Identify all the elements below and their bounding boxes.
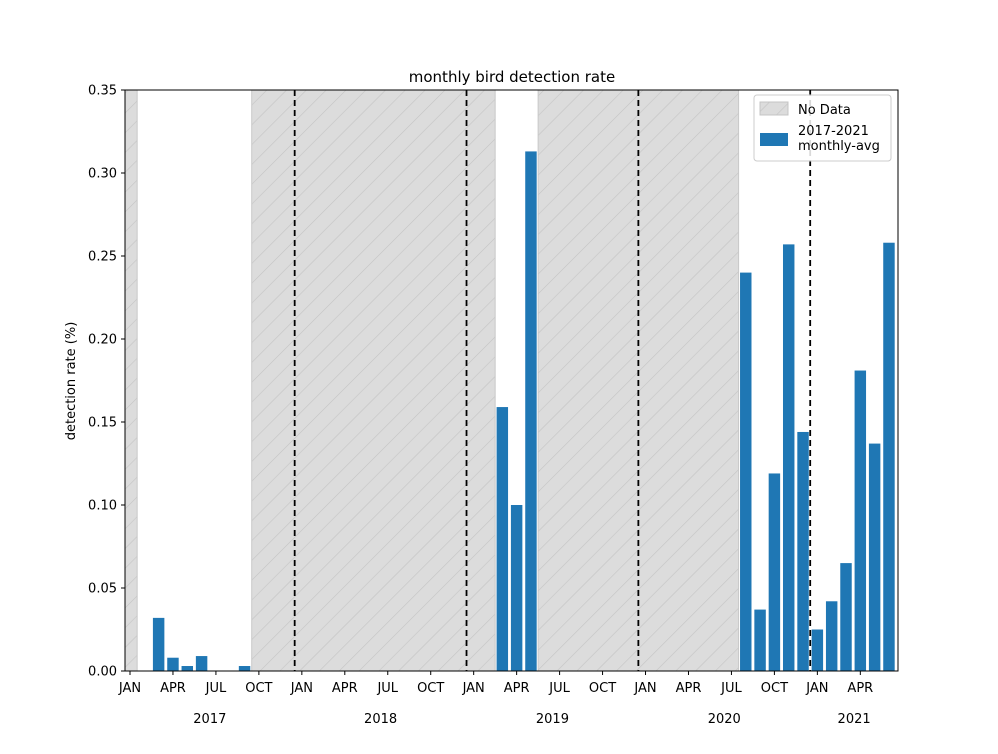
y-tick-label: 0.30 [88, 167, 117, 182]
bar [195, 656, 208, 671]
x-tick-label: OCT [761, 681, 788, 696]
bar [754, 609, 766, 671]
bar [797, 431, 809, 671]
bars [152, 151, 895, 672]
y-axis: 0.00 0.05 0.10 0.15 0.20 0.25 0.30 0.35 [88, 84, 125, 680]
year-label: 2017 [193, 712, 226, 727]
legend-series-label-line: monthly-avg [798, 139, 880, 154]
year-label: 2018 [364, 712, 397, 727]
year-label: 2019 [536, 712, 569, 727]
no-data-regions [124, 89, 740, 672]
y-axis-label: detection rate (%) [64, 322, 79, 441]
year-label: 2020 [708, 712, 741, 727]
x-tick-label: OCT [245, 681, 272, 696]
x-tick-label: OCT [417, 681, 444, 696]
bar [782, 244, 795, 671]
bar [854, 370, 867, 671]
legend-series-label-line: 2017-2021 [798, 124, 869, 139]
x-tick-label: JUL [205, 681, 227, 696]
bar [740, 272, 752, 671]
year-dividers [293, 90, 812, 671]
y-tick-label: 0.15 [88, 416, 117, 431]
bar [840, 563, 852, 671]
y-tick-label: 0.05 [88, 582, 117, 597]
bar [768, 473, 781, 671]
bar [496, 407, 509, 671]
x-tick-label: JUL [548, 681, 570, 696]
x-tick-label: JAN [462, 681, 485, 696]
legend-no-data-label: No Data [798, 103, 851, 118]
x-tick-label: APR [332, 681, 358, 696]
y-tick-label: 0.25 [88, 250, 117, 265]
legend-series-swatch [760, 133, 788, 146]
x-tick-label: JUL [376, 681, 398, 696]
bar [152, 617, 165, 671]
x-tick-label: APR [160, 681, 186, 696]
y-tick-label: 0.10 [88, 499, 117, 514]
y-tick-label: 0.00 [88, 665, 117, 680]
x-tick-label: JAN [118, 681, 141, 696]
bar [868, 443, 881, 671]
bar [510, 505, 523, 671]
bar [167, 657, 179, 671]
plot-frame [124, 89, 899, 672]
no-data-region [124, 89, 138, 672]
x-tick-label: JAN [290, 681, 313, 696]
y-tick-label: 0.35 [88, 84, 117, 99]
x-tick-label: JAN [633, 681, 656, 696]
bar [238, 666, 251, 671]
x-tick-label: OCT [589, 681, 616, 696]
bar [811, 629, 824, 671]
x-tick-label: APR [676, 681, 702, 696]
bar [181, 666, 194, 671]
legend: No Data 2017-2021 monthly-avg [753, 94, 892, 162]
year-label: 2021 [838, 712, 871, 727]
legend-series-label: 2017-2021 monthly-avg [798, 124, 880, 154]
bar [825, 601, 838, 671]
x-tick-label: APR [504, 681, 530, 696]
legend-no-data-swatch [759, 101, 789, 116]
x-tick-label: JAN [805, 681, 828, 696]
bar [525, 151, 537, 672]
chart-title: monthly bird detection rate [409, 68, 615, 86]
x-tick-label: JUL [720, 681, 742, 696]
bar [883, 242, 895, 671]
x-tick-label: APR [847, 681, 873, 696]
no-data-region [251, 89, 496, 672]
y-tick-label: 0.20 [88, 333, 117, 348]
x-axis: JAN APR JUL OCT JAN APR JUL OCT JAN APR JUL OCT JAN A… [118, 671, 873, 727]
